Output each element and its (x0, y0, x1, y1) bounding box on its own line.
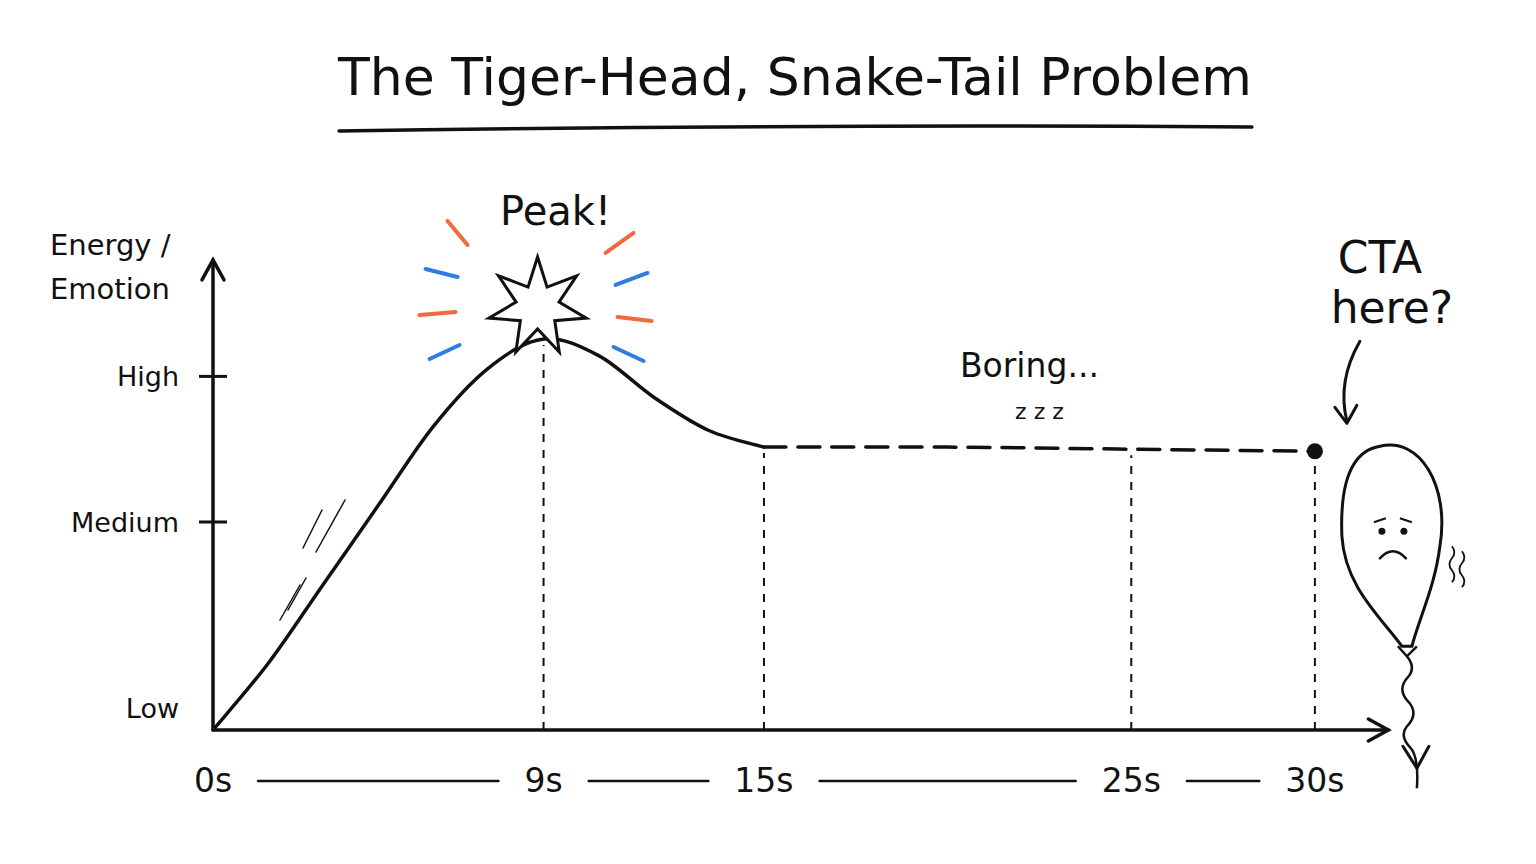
y-axis-title-line: Emotion (50, 272, 170, 306)
x-tick-guide (543, 345, 545, 730)
y-tick-label: High (117, 361, 179, 392)
y-axis-arrow (202, 260, 224, 280)
x-label-connector (1187, 780, 1259, 783)
y-axis-title: Energy / Emotion (50, 228, 171, 306)
x-tick-label: 30s (1285, 761, 1344, 800)
y-axis-title-line: Energy / (50, 228, 171, 262)
x-tick-guide (1130, 455, 1132, 730)
balloon-brow (1400, 518, 1412, 522)
burst-ray (614, 347, 644, 361)
burst-ray (448, 221, 468, 245)
balloon-string (1402, 656, 1417, 788)
chart-root: The Tiger-Head, Snake-Tail Problem Energy… (0, 0, 1536, 864)
y-tick (199, 521, 227, 524)
speed-line (288, 578, 306, 610)
balloon-knot (1398, 646, 1417, 656)
speed-line (316, 500, 345, 552)
x-label-connector (820, 780, 1076, 783)
x-label-connector (258, 780, 498, 783)
y-tick (199, 375, 227, 378)
speed-line (303, 510, 322, 548)
title-underline (339, 126, 1252, 131)
peak-burst (489, 257, 586, 352)
burst-ray (618, 317, 652, 321)
plateau-label: Boring... (960, 346, 1099, 385)
balloon-eye (1400, 528, 1407, 535)
x-tick-label: 9s (524, 761, 562, 800)
x-axis (213, 728, 1388, 732)
cta-arrowhead (1335, 405, 1357, 423)
burst-ray (430, 345, 460, 359)
wobble-line (1449, 546, 1454, 582)
x-label-connector (589, 780, 709, 783)
burst-ray (420, 312, 456, 315)
series-line (764, 447, 1315, 451)
y-axis (211, 260, 215, 730)
background (0, 0, 1536, 864)
x-axis-arrow (1368, 719, 1388, 741)
end-marker (1307, 443, 1323, 459)
series-line (213, 339, 764, 730)
x-tick-guide (763, 453, 765, 730)
y-tick-label: Medium (71, 507, 179, 538)
wobble-line (1459, 551, 1464, 587)
x-tick-label: 15s (734, 761, 793, 800)
speed-line (280, 585, 300, 620)
burst-ray (426, 269, 458, 277)
x-tick-guide (1314, 457, 1316, 730)
x-tick-label: 0s (194, 761, 232, 800)
balloon (1342, 445, 1442, 646)
peak-label: Peak! (500, 188, 611, 234)
sleep-label: z z z (1015, 399, 1064, 424)
cta-label: CTAhere? (1331, 232, 1454, 333)
cta-label-line: CTA (1338, 232, 1422, 283)
cta-arrow (1344, 341, 1360, 421)
balloon-arrowhead (1403, 746, 1429, 768)
balloon-eye (1378, 528, 1385, 535)
balloon-mouth (1380, 551, 1406, 558)
balloon-brow (1374, 518, 1386, 522)
y-tick-label: Low (126, 693, 179, 724)
data-layer (213, 339, 1315, 730)
burst-ray (606, 233, 634, 253)
x-tick-label: 25s (1102, 761, 1161, 800)
cta-label-line: here? (1331, 282, 1454, 333)
burst-ray (616, 273, 648, 285)
title: The Tiger-Head, Snake-Tail Problem (337, 47, 1252, 107)
